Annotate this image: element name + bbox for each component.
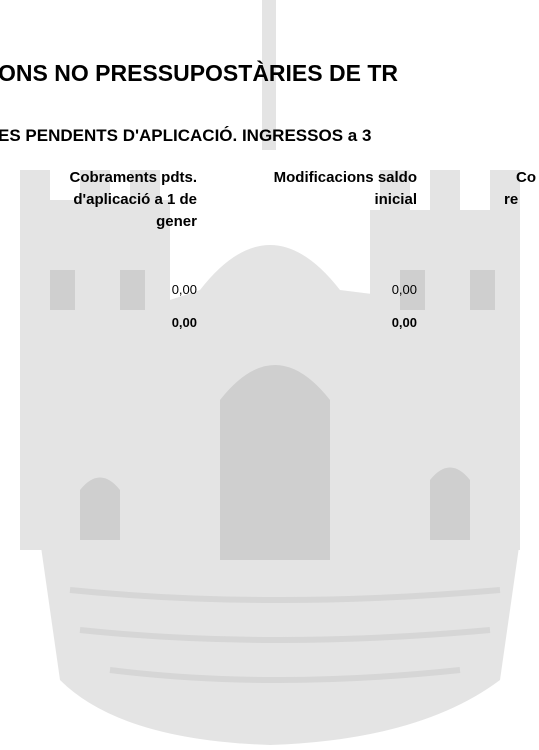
cell: 0,00 [391, 282, 417, 297]
column-header: Modificacions saldo inicial [274, 167, 417, 211]
header-line: d'aplicació a 1 de [73, 191, 197, 208]
header-line: Modificacions saldo [273, 169, 417, 186]
header-line: inicial [374, 191, 417, 208]
column-header: Cobraments pdts. d'aplicació a 1 de gene… [69, 167, 197, 233]
header-line: Cobraments pdts. [69, 169, 197, 186]
column-header: re [504, 191, 519, 208]
column-header: Co [516, 169, 536, 186]
subtitle: ES PENDENTS D'APLICACIÓ. INGRESSOS a 3 [0, 126, 372, 145]
cell: 0,00 [171, 282, 197, 297]
header-line: gener [156, 213, 197, 230]
title: ONS NO PRESSUPOSTÀRIES DE TR [0, 60, 399, 86]
total-cell: 0,00 [391, 315, 417, 330]
total-cell: 0,00 [171, 315, 197, 330]
